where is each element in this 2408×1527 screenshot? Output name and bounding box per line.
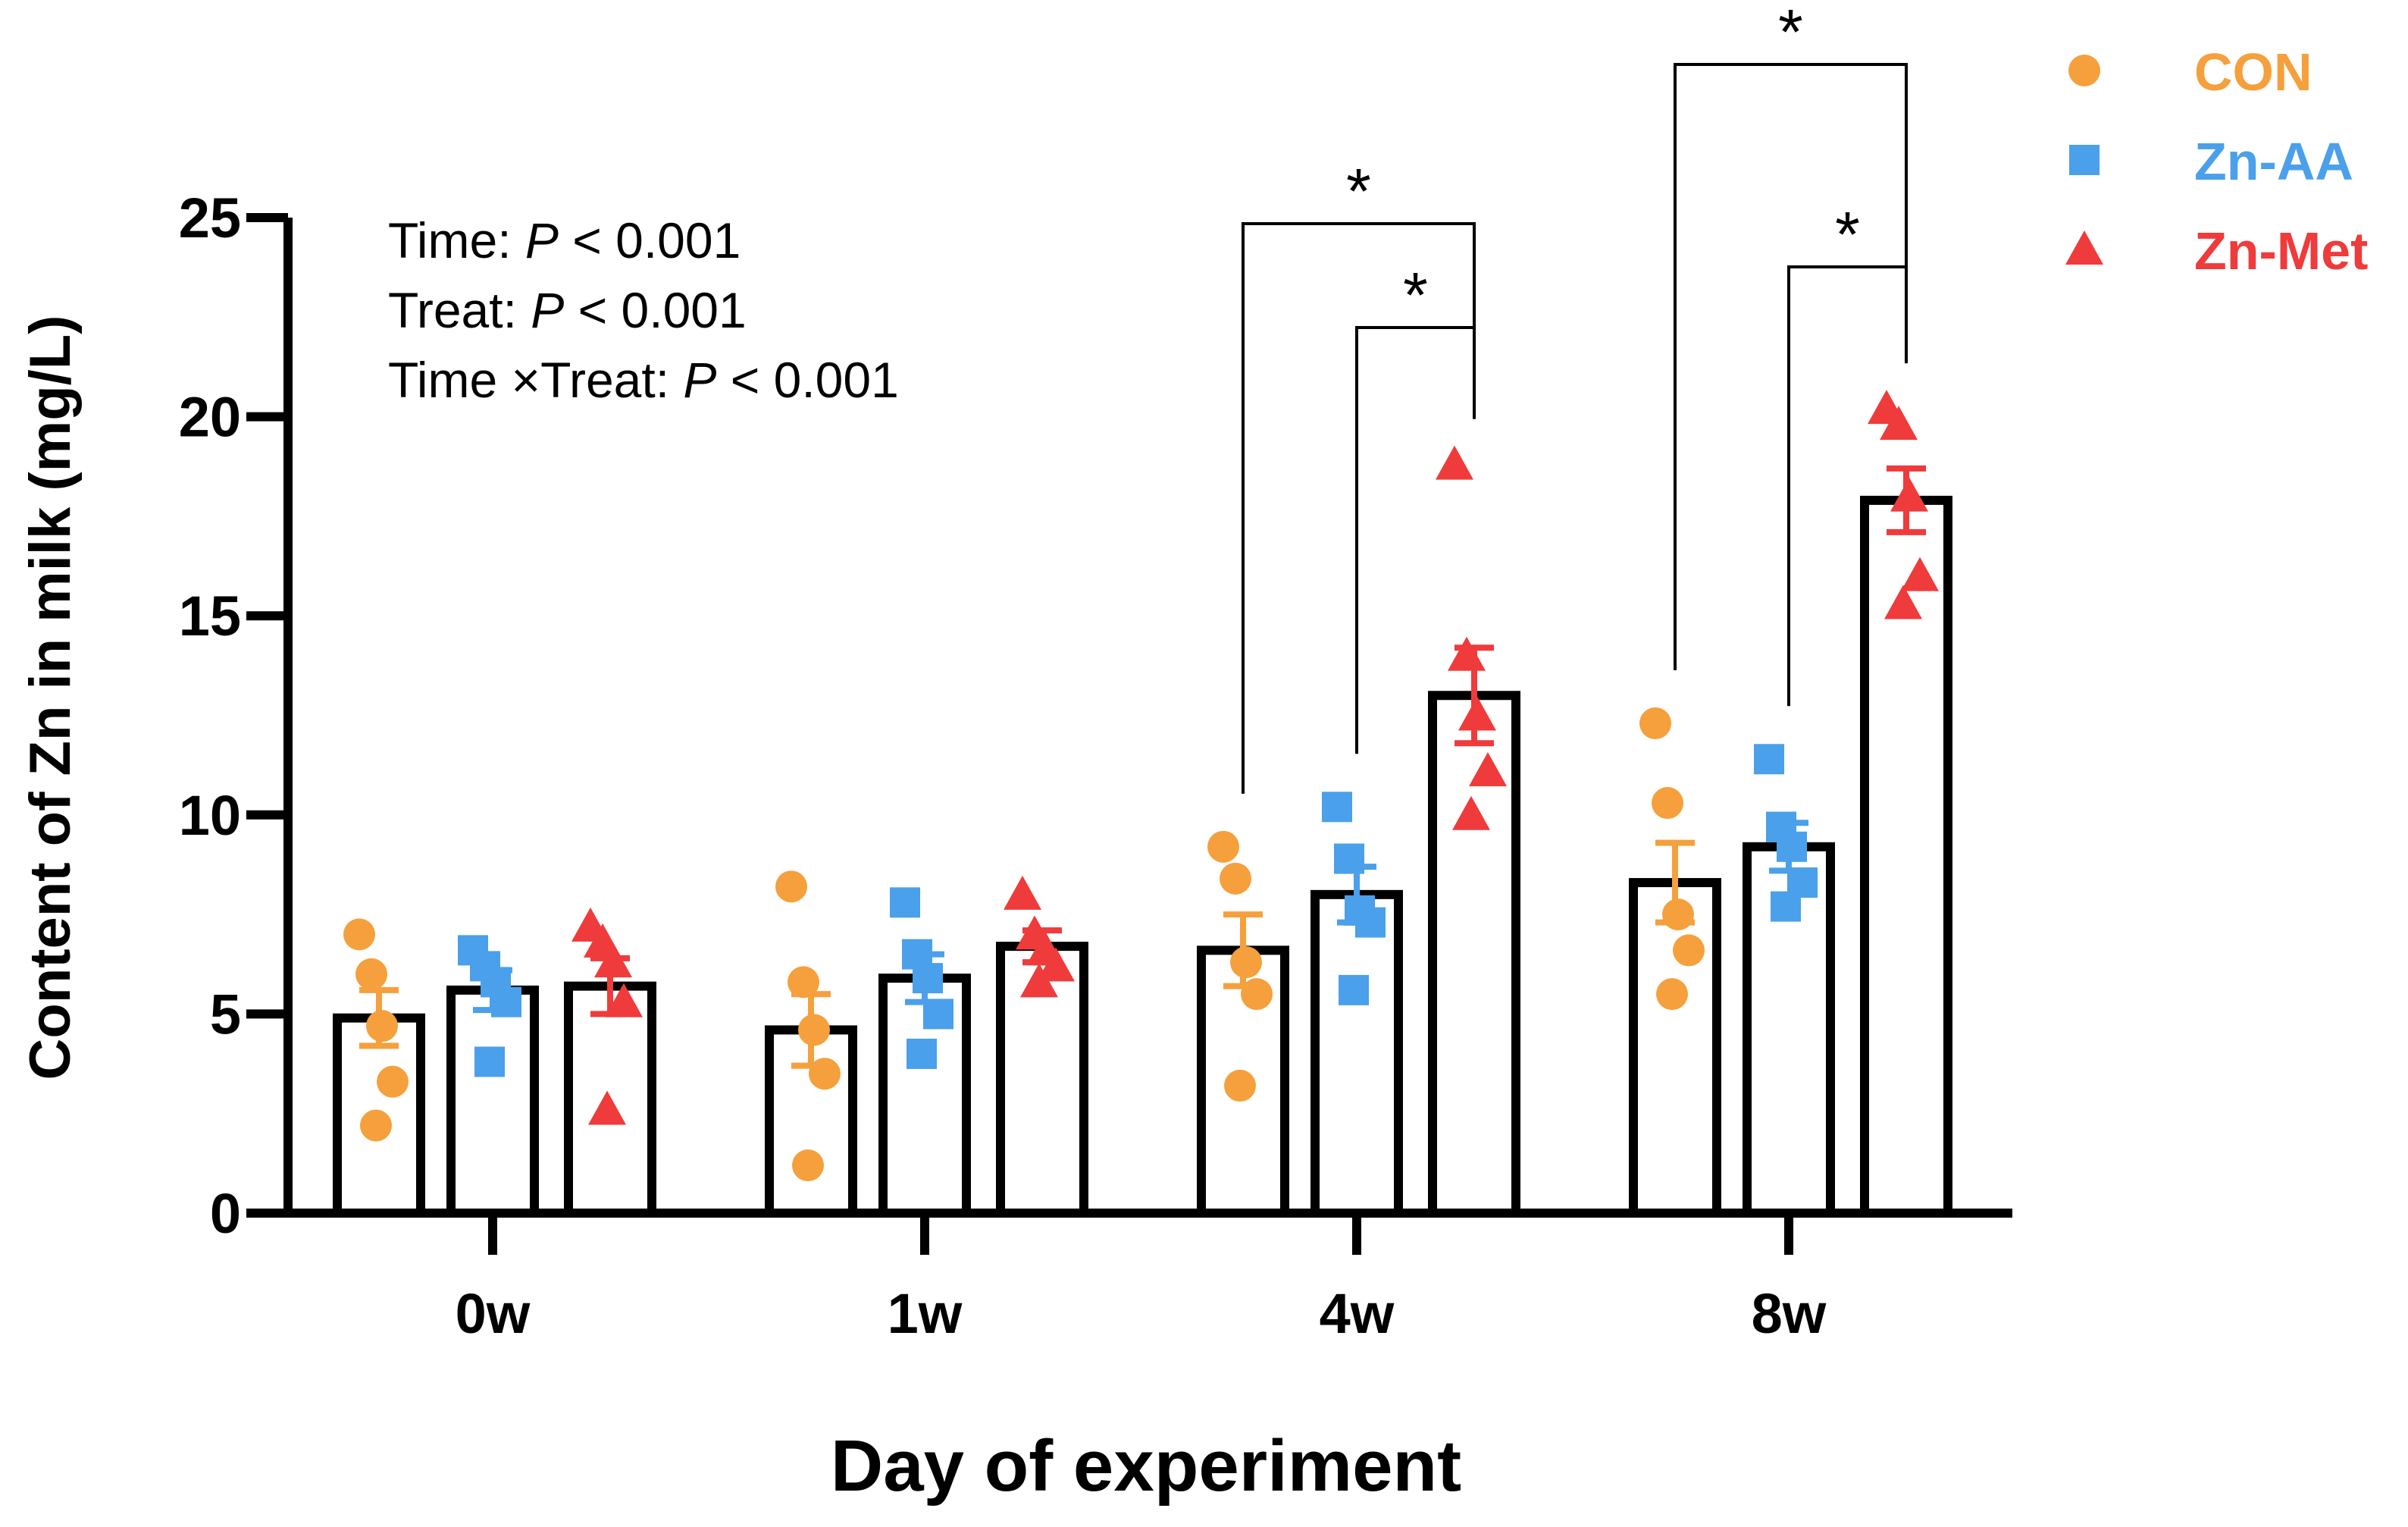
y-tick-label: 0 (210, 1182, 241, 1245)
data-point (1207, 830, 1239, 863)
stats-line: Treat: P < 0.001 (388, 282, 747, 338)
significance-star: * (1346, 155, 1371, 227)
data-point (474, 1046, 505, 1077)
y-tick-label: 20 (179, 386, 241, 449)
data-point (1754, 744, 1784, 775)
legend-label: CON (2194, 42, 2312, 102)
data-point (377, 1065, 409, 1098)
legend-label: Zn-Met (2194, 221, 2368, 281)
bar (1310, 889, 1403, 1218)
legend-marker (2068, 55, 2100, 86)
data-point (792, 1149, 824, 1181)
data-point (1469, 752, 1507, 787)
stats-p: P (531, 282, 564, 338)
legend-label: Zn-AA (2194, 132, 2353, 191)
data-point (1220, 862, 1251, 895)
significance-star: * (1403, 259, 1428, 331)
bar (446, 985, 539, 1218)
y-tick-label: 5 (210, 983, 241, 1046)
x-axis-title: Day of experiment (831, 1425, 1461, 1507)
y-axis-title: Content of Zn in milk (mg/L) (18, 315, 83, 1080)
error-bars (359, 465, 1926, 1069)
stats-value: < 0.001 (564, 282, 746, 338)
data-point (907, 1038, 937, 1069)
significance-bracket (1355, 326, 1476, 754)
data-point (1771, 891, 1801, 922)
data-point (343, 918, 375, 951)
data-point (355, 958, 387, 990)
x-tick-label: 4w (1320, 1282, 1395, 1345)
stats-line: Time ×Treat: P < 0.001 (388, 352, 899, 408)
bar (1629, 878, 1721, 1218)
data-point (1322, 792, 1352, 823)
significance-brackets: * * * * (1242, 0, 1908, 794)
bar (1860, 495, 1952, 1218)
x-tick-label: 1w (888, 1282, 963, 1345)
data-point (1004, 875, 1041, 910)
stats-line: Time: P < 0.001 (388, 212, 741, 268)
data-point (605, 983, 643, 1017)
data-point (788, 966, 819, 999)
significance-star: * (1835, 199, 1860, 270)
data-point (1639, 707, 1671, 740)
data-point (588, 1090, 626, 1125)
x-tick-label: 8w (1752, 1282, 1827, 1345)
y-tick-label: 15 (179, 585, 241, 647)
data-point (360, 1109, 392, 1142)
stats-label: Treat: (388, 282, 531, 338)
y-tick-label: 10 (179, 784, 241, 847)
bars (333, 495, 1952, 1218)
stats-p: P (525, 212, 559, 268)
stats-p: P (683, 352, 716, 408)
legend-marker (2069, 145, 2100, 175)
data-points (343, 390, 1939, 1181)
data-point (1884, 585, 1922, 619)
data-point (775, 870, 807, 903)
significance-bracket (1242, 222, 1476, 794)
stats-label: Time: (388, 212, 525, 268)
stats-label: Time ×Treat: (388, 352, 683, 408)
y-tick-label: 25 (179, 187, 241, 249)
data-point (1436, 445, 1473, 480)
bar (1428, 691, 1520, 1218)
data-point (1673, 934, 1705, 967)
significance-bracket (1674, 63, 1908, 671)
data-point (1652, 787, 1683, 820)
legend-marker (2065, 230, 2103, 265)
x-tick-label: 0w (456, 1282, 531, 1345)
data-point (1448, 636, 1486, 671)
data-point (1901, 557, 1939, 591)
data-point (1452, 795, 1490, 830)
stats-value: < 0.001 (716, 352, 898, 408)
data-point (1880, 406, 1918, 441)
data-point (1020, 963, 1058, 998)
significance-bracket (1787, 265, 1908, 707)
data-point (1656, 978, 1688, 1011)
legend: CON Zn-AA Zn-Met (2065, 42, 2368, 281)
significance-star: * (1778, 0, 1803, 67)
data-point (890, 887, 920, 918)
data-point (1224, 1069, 1256, 1102)
data-point (1339, 974, 1369, 1005)
stats-value: < 0.001 (559, 212, 741, 268)
